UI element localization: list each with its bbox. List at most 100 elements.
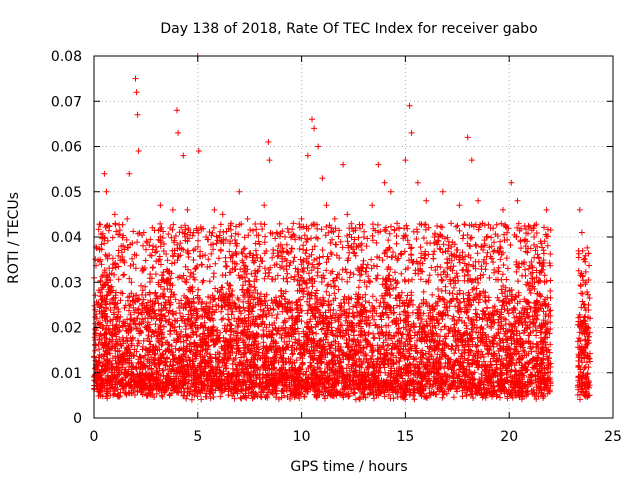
data-point <box>111 388 118 395</box>
data-point <box>176 323 183 330</box>
data-point <box>384 360 391 367</box>
data-point <box>444 307 451 314</box>
data-point <box>181 292 188 299</box>
data-point <box>303 319 310 326</box>
data-point <box>99 292 106 299</box>
data-point <box>522 315 529 322</box>
data-point <box>507 390 514 397</box>
data-point <box>479 351 486 358</box>
data-point <box>393 280 400 287</box>
data-point <box>282 300 289 307</box>
data-point <box>522 319 529 326</box>
data-point <box>510 309 517 316</box>
data-point <box>450 394 457 401</box>
data-point <box>460 295 467 302</box>
data-point <box>313 287 320 294</box>
data-point <box>540 351 547 358</box>
data-point <box>299 377 306 384</box>
data-point <box>356 342 363 349</box>
data-point <box>258 394 265 401</box>
data-point <box>128 342 135 349</box>
data-point <box>487 385 494 392</box>
data-point <box>119 385 126 392</box>
data-point <box>160 351 166 358</box>
data-point <box>525 314 532 321</box>
data-point <box>533 379 539 386</box>
data-point <box>499 290 506 297</box>
data-point <box>226 349 233 356</box>
data-point <box>386 292 393 298</box>
data-point <box>442 283 449 290</box>
data-point <box>92 337 99 343</box>
data-point <box>369 293 376 300</box>
data-point <box>134 295 141 302</box>
data-point <box>274 311 281 318</box>
data-point <box>273 315 280 322</box>
data-point <box>195 286 202 293</box>
data-point <box>189 329 196 336</box>
data-point <box>450 284 457 291</box>
data-point <box>140 337 147 344</box>
data-point <box>405 302 412 309</box>
data-point <box>323 288 330 295</box>
data-point <box>447 280 454 287</box>
data-point <box>171 327 178 334</box>
data-point <box>504 395 511 402</box>
data-point <box>160 367 167 374</box>
data-point <box>240 304 247 311</box>
data-point <box>220 334 227 341</box>
data-point <box>243 381 250 388</box>
data-point <box>227 282 234 289</box>
data-point <box>437 356 444 363</box>
data-point <box>500 339 507 346</box>
data-point <box>177 310 183 317</box>
data-point <box>363 283 370 290</box>
data-point <box>282 318 289 325</box>
data-point <box>404 331 411 338</box>
data-point <box>92 314 99 321</box>
data-point <box>310 329 316 336</box>
data-point <box>294 325 301 332</box>
data-point <box>217 393 224 400</box>
data-point <box>119 290 126 297</box>
data-point <box>439 310 446 317</box>
data-point <box>252 287 259 293</box>
data-point <box>183 395 190 402</box>
data-point <box>450 369 457 376</box>
data-point <box>335 286 342 293</box>
data-point <box>427 381 434 388</box>
data-point <box>326 292 333 299</box>
data-point <box>547 294 554 301</box>
data-point <box>158 392 165 399</box>
data-point <box>322 309 329 316</box>
data-point <box>124 316 131 323</box>
data-point <box>187 341 194 348</box>
data-point <box>423 318 430 325</box>
data-point <box>244 358 251 365</box>
data-point <box>297 391 304 398</box>
data-point <box>198 396 205 403</box>
data-point <box>321 369 328 376</box>
data-point <box>363 321 370 328</box>
data-point <box>282 366 289 373</box>
data-point <box>434 302 441 309</box>
data-point <box>152 321 159 328</box>
data-point <box>326 301 333 308</box>
data-point <box>449 290 456 297</box>
data-point <box>423 394 430 401</box>
data-point <box>123 344 130 351</box>
data-point <box>534 312 541 319</box>
data-point <box>478 371 485 377</box>
data-point <box>325 339 331 346</box>
data-point <box>362 298 369 305</box>
data-point <box>289 300 296 306</box>
data-point <box>109 322 116 329</box>
data-point <box>130 293 137 300</box>
data-point <box>199 323 206 330</box>
data-point <box>251 284 258 291</box>
data-point <box>385 322 392 329</box>
data-point <box>193 332 200 338</box>
data-point <box>239 388 246 395</box>
data-point <box>103 335 110 342</box>
